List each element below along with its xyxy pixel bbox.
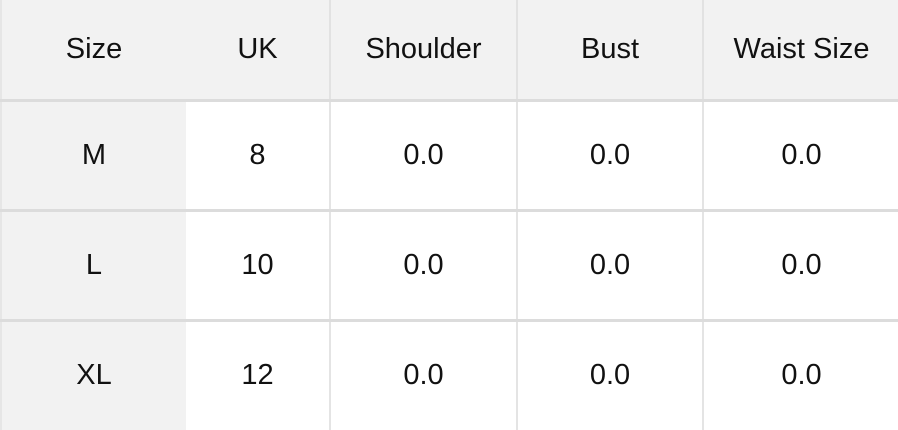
cell-size: XL — [0, 320, 186, 430]
table-row: M 8 0.0 0.0 0.0 — [0, 100, 898, 212]
cell-bust: 0.0 — [517, 210, 704, 322]
cell-size: M — [0, 100, 186, 212]
table-header: Size UK Shoulder Bust Waist Size — [0, 0, 898, 102]
column-header-waist: Waist Size — [703, 0, 898, 102]
header-row: Size UK Shoulder Bust Waist Size — [0, 0, 898, 102]
cell-size: L — [0, 210, 186, 322]
column-header-uk: UK — [186, 0, 331, 102]
cell-shoulder: 0.0 — [330, 100, 518, 212]
cell-shoulder: 0.0 — [330, 210, 518, 322]
table-body: M 8 0.0 0.0 0.0 L 10 0.0 0.0 0.0 XL 12 0… — [0, 100, 898, 430]
cell-waist: 0.0 — [703, 320, 898, 430]
cell-bust: 0.0 — [517, 320, 704, 430]
table-row: XL 12 0.0 0.0 0.0 — [0, 320, 898, 430]
cell-shoulder: 0.0 — [330, 320, 518, 430]
cell-uk: 10 — [186, 210, 331, 322]
cell-waist: 0.0 — [703, 210, 898, 322]
table-row: L 10 0.0 0.0 0.0 — [0, 210, 898, 322]
column-header-size: Size — [0, 0, 186, 102]
cell-uk: 8 — [186, 100, 331, 212]
cell-bust: 0.0 — [517, 100, 704, 212]
cell-uk: 12 — [186, 320, 331, 430]
cell-waist: 0.0 — [703, 100, 898, 212]
column-header-shoulder: Shoulder — [330, 0, 518, 102]
column-header-bust: Bust — [517, 0, 704, 102]
